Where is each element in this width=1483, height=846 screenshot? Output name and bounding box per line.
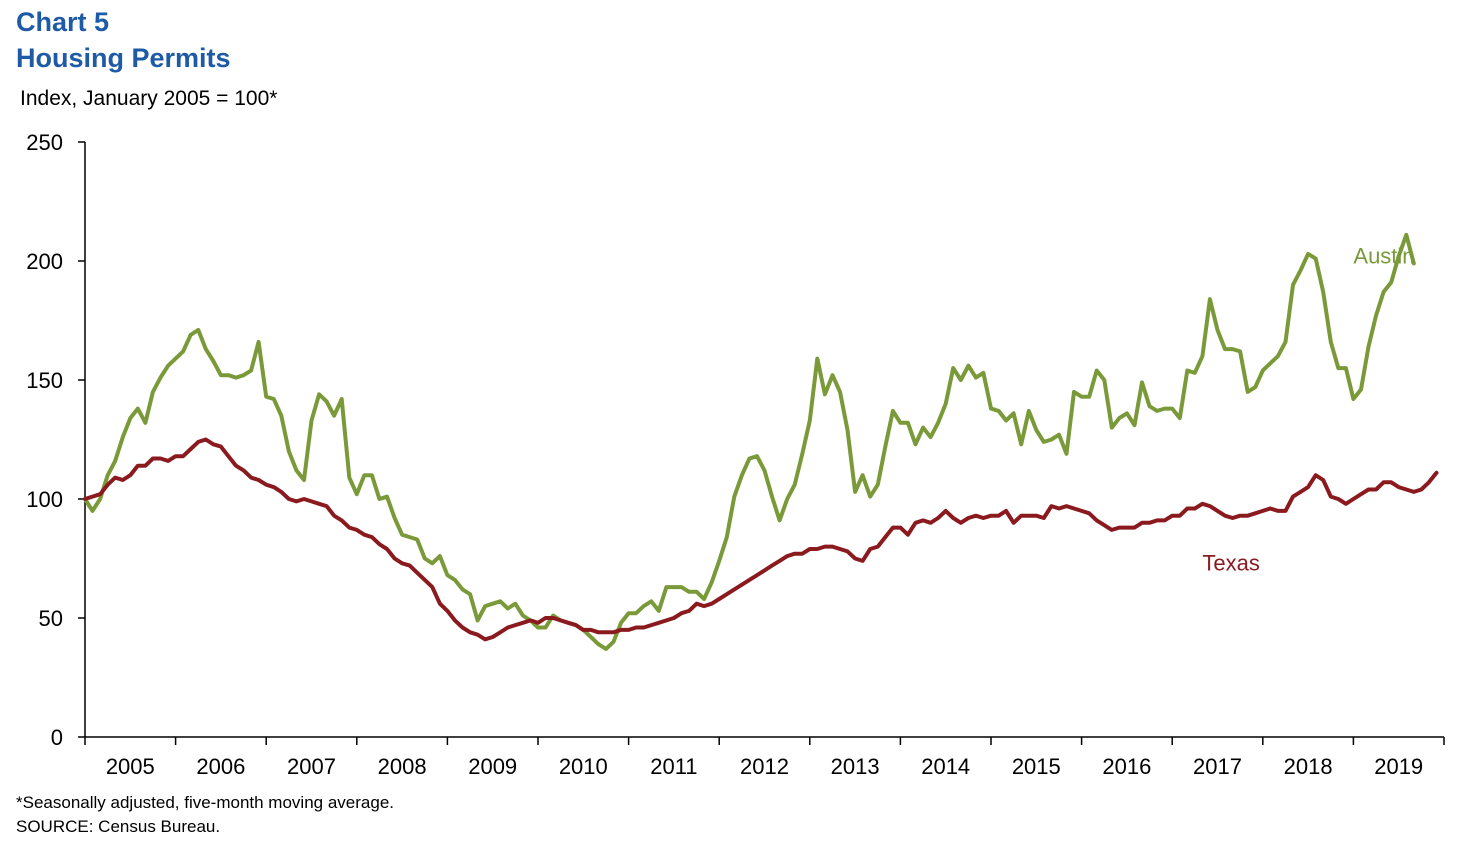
x-tick-label: 2018 [1284, 754, 1333, 779]
x-tick-label: 2013 [831, 754, 880, 779]
chart-title: Housing Permits [16, 43, 231, 73]
series-label-texas: Texas [1202, 550, 1259, 575]
x-tick-label: 2006 [196, 754, 245, 779]
series-line-texas [83, 437, 1439, 642]
x-tick-label: 2019 [1374, 754, 1423, 779]
y-tick-label: 50 [39, 606, 63, 631]
axes [84, 142, 1444, 738]
y-tick-label: 0 [51, 725, 63, 750]
x-tick-label: 2016 [1102, 754, 1151, 779]
series-labels: Austin Texas [1202, 243, 1414, 575]
chart-number: Chart 5 [16, 7, 110, 37]
x-tick-label: 2005 [106, 754, 155, 779]
footnote: *Seasonally adjusted, five-month moving … [16, 793, 394, 812]
x-tick-label: 2007 [287, 754, 336, 779]
y-tick-label: 200 [26, 249, 63, 274]
series-lines [83, 232, 1439, 651]
y-axis-units-label: Index, January 2005 = 100* [20, 87, 278, 110]
series-label-austin: Austin [1353, 243, 1414, 268]
x-tick-label: 2011 [650, 754, 697, 779]
series-line-austin [83, 232, 1416, 651]
x-tick-label: 2017 [1193, 754, 1242, 779]
source-note: SOURCE: Census Bureau. [16, 817, 221, 836]
y-tick-label: 150 [26, 368, 63, 393]
x-tick-label: 2008 [378, 754, 427, 779]
x-tick-label: 2012 [740, 754, 789, 779]
y-axis-ticks: 0 50 100 150 200 250 [26, 130, 85, 750]
x-axis-ticks: 2005 2006 2007 2008 2009 2010 2011 2012 2013 2014… [84, 737, 1445, 779]
y-tick-label: 250 [26, 130, 63, 155]
x-tick-label: 2015 [1012, 754, 1061, 779]
x-tick-label: 2009 [468, 754, 517, 779]
x-tick-label: 2010 [559, 754, 608, 779]
y-tick-label: 100 [26, 487, 63, 512]
x-tick-label: 2014 [921, 754, 970, 779]
